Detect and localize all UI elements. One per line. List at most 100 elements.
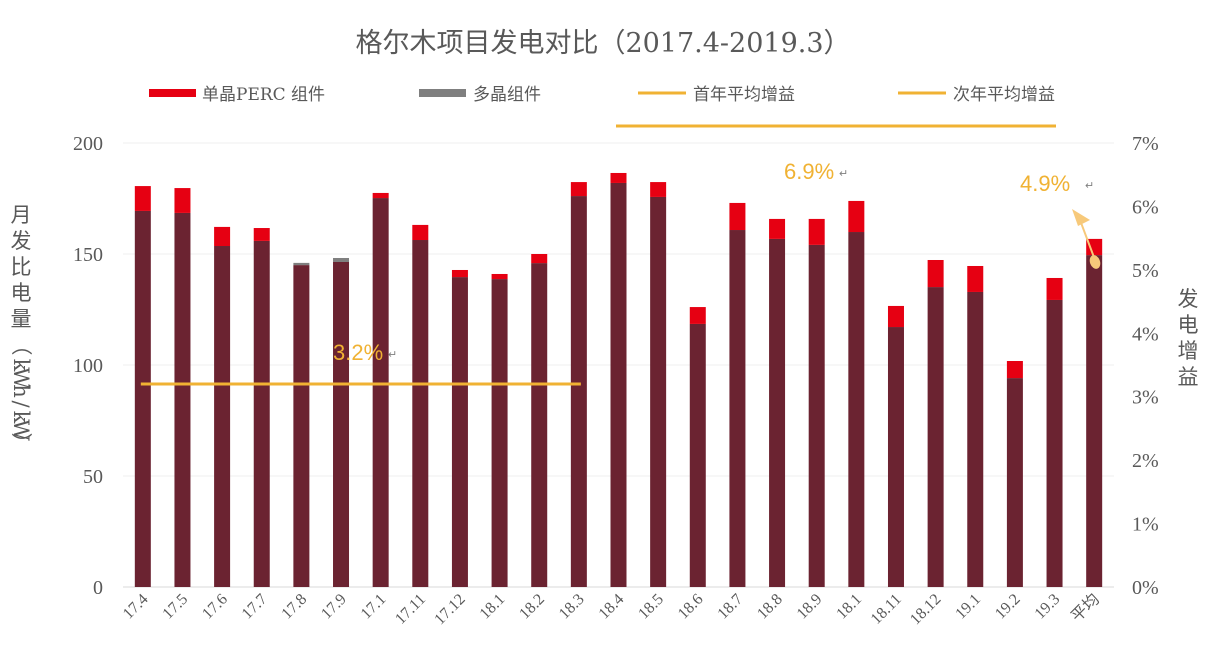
x-tick-label: 17.4 — [120, 591, 152, 623]
y2-tick-label: 6% — [1132, 196, 1159, 218]
y-axis-right: 0% 1% 2% 3% 4% 5% 6% 7% — [1132, 133, 1159, 599]
y2-tick-label: 2% — [1132, 450, 1159, 472]
bar-perc-gain — [848, 200, 865, 233]
bar-perc-gain — [491, 273, 508, 280]
legend-label-poly: 多晶组件 — [473, 85, 541, 105]
bar-perc-gain — [650, 182, 667, 197]
bar-perc-gain — [927, 259, 944, 288]
bar-base — [174, 212, 191, 587]
bar-perc-gain — [214, 226, 231, 247]
x-tick-label: 17.9 — [318, 591, 350, 623]
bar-perc-gain — [769, 218, 786, 239]
x-tick-label: 18.1 — [833, 591, 865, 623]
return-mark: ↵ — [388, 349, 397, 361]
bar-base — [650, 196, 667, 588]
legend-label-second-year: 次年平均增益 — [953, 85, 1055, 105]
bar-base — [491, 279, 508, 587]
y-axis-title-char: 量 — [11, 307, 32, 331]
x-tick-label: 18.3 — [556, 591, 588, 623]
y2-tick-label: 7% — [1132, 133, 1159, 155]
bar-base — [372, 198, 389, 587]
x-tick-label: 17.6 — [199, 591, 231, 623]
annotation-first-year-gain: 3.2% — [333, 340, 383, 365]
x-tick-label: 19.1 — [952, 591, 984, 623]
legend: 单晶PERC 组件 多晶组件 首年平均增益 次年平均增益 — [149, 85, 1055, 105]
y-axis-title-char: 月 — [11, 203, 32, 227]
annotation-average-gain: 4.9% — [1020, 171, 1070, 196]
bar-base — [729, 230, 746, 588]
x-tick-label: 17.7 — [239, 591, 271, 623]
annotation-second-year-gain: 6.9% — [784, 159, 834, 184]
y-tick-label: 100 — [73, 355, 103, 377]
y-axis-title-char: k — [9, 411, 33, 424]
bar-perc-gain — [412, 224, 429, 241]
x-tick-label: 18.4 — [596, 591, 628, 623]
x-tick-label: 17.5 — [159, 591, 191, 623]
bar-poly-excess — [333, 257, 350, 262]
x-tick-label: 18.2 — [516, 591, 548, 623]
y2-tick-label: 5% — [1132, 260, 1159, 282]
bar-base — [927, 287, 944, 587]
y-axis-title-char: 比 — [11, 255, 32, 279]
bar-base — [412, 240, 429, 588]
x-tick-label: 平均 — [1068, 590, 1103, 625]
y2-axis-title-char: 电 — [1178, 313, 1199, 337]
y2-axis-title-char: 益 — [1178, 365, 1199, 389]
bar-base — [769, 238, 786, 588]
x-tick-label: 19.3 — [1032, 591, 1064, 623]
x-tick-label: 18.9 — [794, 591, 826, 623]
bar-base — [1046, 299, 1063, 587]
y-axis-left: 0 50 100 150 200 — [73, 133, 103, 599]
y-axis-title-char: 发 — [11, 229, 32, 253]
y2-axis-title-char: 增 — [1178, 339, 1199, 363]
x-tick-label: 18.1 — [477, 591, 509, 623]
bar-base — [333, 261, 350, 587]
gain-lines — [140, 124, 1056, 386]
bar-base — [253, 240, 270, 588]
bar-perc-gain — [689, 307, 706, 324]
x-tick-label: 17.1 — [358, 591, 390, 623]
bar-perc-gain — [570, 182, 587, 197]
y-tick-label: 200 — [73, 133, 103, 155]
bar-perc-gain — [887, 305, 904, 328]
y-tick-label: 0 — [93, 577, 103, 599]
bar-base — [610, 182, 627, 587]
y-axis-title-char: 电 — [11, 281, 32, 305]
bar-perc-gain — [451, 269, 468, 278]
y2-tick-label: 3% — [1132, 387, 1159, 409]
legend-swatch-poly — [419, 89, 466, 97]
bar-perc-gain — [372, 192, 389, 199]
bar-base — [293, 265, 310, 587]
y-axis-title-char: W — [9, 419, 33, 441]
y-axis-title-char: W — [9, 367, 33, 389]
y-tick-label: 150 — [73, 244, 103, 266]
x-tick-label: 18.5 — [635, 591, 667, 623]
bar-base — [214, 246, 231, 587]
legend-label-first-year: 首年平均增益 — [693, 85, 795, 105]
x-tick-label: 18.7 — [714, 591, 746, 623]
bar-perc-gain — [967, 265, 984, 292]
bar-perc-gain — [531, 254, 548, 264]
x-tick-label: 18.6 — [675, 591, 707, 623]
bars — [134, 172, 1103, 588]
x-tick-label: 18.12 — [907, 591, 944, 628]
bar-base — [848, 232, 865, 587]
y-axis-title-char: h — [9, 384, 33, 398]
bar-base — [967, 291, 984, 587]
x-tick-label: 17.11 — [392, 591, 429, 628]
x-tick-label: 18.8 — [754, 591, 786, 623]
chart-title: 格尔木项目发电对比（2017.4-2019.3） — [355, 28, 850, 59]
bar-perc-gain — [610, 172, 627, 183]
return-mark: ↵ — [1085, 180, 1094, 192]
y2-tick-label: 4% — [1132, 323, 1159, 345]
bar-perc-gain — [174, 188, 191, 213]
x-tick-label: 17.8 — [278, 591, 310, 623]
x-tick-label: 18.11 — [868, 591, 905, 628]
bar-base — [689, 323, 706, 587]
x-tick-label: 17.12 — [431, 591, 468, 628]
y-axis-title-char: （ — [9, 335, 33, 356]
annotation-arrow — [1072, 209, 1101, 269]
